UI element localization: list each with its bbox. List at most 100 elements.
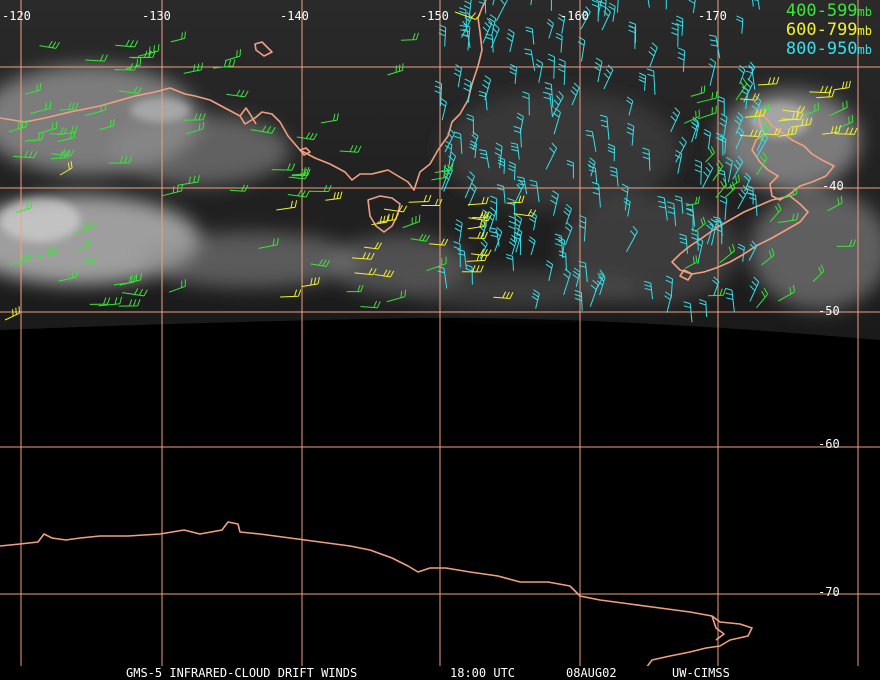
legend-range: 400-599 [785, 1, 858, 21]
wind-barb [478, 0, 487, 14]
wind-barb [691, 119, 700, 140]
wind-barb [468, 182, 477, 207]
wind-barbs [4, 0, 858, 323]
wind-barb [670, 107, 681, 133]
lat-label-40: -40 [822, 179, 844, 193]
wind-barb [301, 276, 320, 288]
wind-barb [735, 77, 748, 101]
wind-barb [489, 227, 500, 247]
lon-label-150: -150 [420, 9, 449, 23]
wind-barb [664, 291, 672, 313]
wind-barb [13, 150, 38, 159]
wind-barb [434, 163, 454, 173]
wind-barb [778, 126, 798, 137]
wind-barb [696, 91, 718, 104]
wind-barb [410, 233, 431, 242]
wind-barb [665, 0, 667, 10]
wind-barb [57, 125, 78, 135]
legend-unit: mb [857, 5, 872, 19]
wind-barb [479, 238, 488, 260]
wind-barb [89, 297, 111, 305]
wind-barb [467, 219, 486, 230]
wind-barb [554, 233, 564, 259]
wind-barb [444, 128, 455, 153]
wind-barb [226, 89, 249, 98]
wind-barb [570, 82, 580, 106]
wind-barb [739, 129, 762, 137]
wind-barb [709, 218, 718, 246]
caption-date: 08AUG02 [566, 666, 617, 680]
wind-barb [782, 105, 806, 113]
wind-barb [466, 253, 488, 262]
wind-barb [753, 0, 760, 10]
wind-barb [258, 237, 279, 249]
wind-barb [15, 200, 32, 213]
wind-barb [563, 203, 572, 225]
wind-barb [802, 102, 819, 117]
wind-barb [494, 226, 503, 252]
wind-barb [276, 200, 298, 211]
wind-barb [374, 269, 395, 278]
wind-barb [463, 78, 472, 103]
wind-barb [74, 256, 97, 265]
wind-barb [402, 214, 421, 229]
wind-barb [674, 195, 684, 214]
wind-barb [683, 301, 693, 323]
wind-barb [594, 269, 605, 292]
wind-barb [287, 189, 310, 198]
wind-barb [85, 103, 107, 117]
wind-barb [39, 40, 60, 49]
wind-barb [113, 275, 136, 286]
wind-barb [50, 150, 71, 160]
wind-barb [638, 72, 647, 91]
wind-barb [280, 289, 302, 298]
wind-barb [677, 47, 686, 72]
wind-barb [756, 152, 768, 176]
wind-barb [545, 260, 554, 282]
wind-barb [387, 63, 404, 76]
wind-barb [778, 112, 799, 122]
wind-barb [600, 114, 610, 140]
wind-barb [454, 219, 463, 243]
legend-range: 600-799 [785, 20, 858, 40]
wind-barb [545, 142, 558, 170]
wind-barb [513, 209, 537, 217]
wind-barb [535, 59, 544, 83]
wind-barb [712, 160, 724, 182]
wind-barb [310, 258, 331, 267]
wind-barb [457, 249, 467, 270]
wind-barb [736, 15, 744, 34]
caption-source: UW-CIMSS [672, 666, 730, 680]
wind-barb [229, 184, 249, 192]
wind-barb [546, 18, 554, 39]
caption-time: 18:00 UTC [450, 666, 516, 680]
wind-barb [25, 83, 42, 95]
wind-barb [10, 253, 32, 265]
wind-barb [346, 284, 364, 293]
wind-barb [587, 157, 596, 177]
wind-barb [719, 243, 736, 264]
wind-barb [812, 264, 825, 282]
wind-barb [170, 31, 186, 43]
wind-barb [598, 0, 607, 17]
wind-barb [574, 289, 583, 311]
kangaroo-island [299, 147, 311, 156]
wind-barb [749, 276, 760, 302]
wind-barb [453, 241, 461, 268]
wind-barb [487, 206, 497, 232]
wind-barb [725, 156, 733, 183]
wind-barb [443, 165, 453, 192]
wind-barb [478, 219, 487, 239]
wind-barb [529, 179, 540, 203]
wind-barb [695, 236, 704, 265]
wind-barb [186, 121, 205, 135]
wind-barb [462, 265, 484, 273]
wind-barb [250, 125, 276, 134]
wind-barb [429, 238, 449, 246]
wind-barb [732, 155, 744, 180]
wind-barb [756, 287, 769, 309]
wind-barb [468, 213, 492, 222]
wind-barb [617, 0, 619, 13]
